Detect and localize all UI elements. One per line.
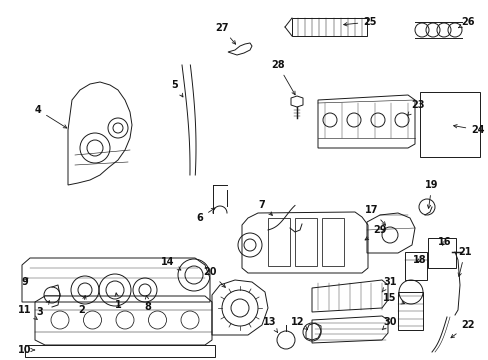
Text: 12: 12	[291, 317, 307, 330]
Text: 5: 5	[171, 80, 183, 97]
Text: 8: 8	[144, 296, 151, 312]
Text: 11: 11	[18, 305, 37, 319]
Bar	[267, 218, 289, 266]
Text: 19: 19	[425, 180, 438, 208]
Text: 20: 20	[203, 267, 225, 287]
Text: 24: 24	[453, 125, 484, 135]
Text: 4: 4	[35, 105, 67, 128]
Bar	[427, 238, 455, 268]
Text: 1: 1	[114, 293, 121, 310]
Text: 15: 15	[383, 293, 404, 304]
Text: 23: 23	[407, 100, 424, 115]
Bar	[404, 252, 426, 280]
Text: 9: 9	[21, 277, 28, 287]
Bar	[419, 92, 479, 157]
Bar	[321, 218, 343, 266]
Text: 3: 3	[37, 301, 49, 317]
Text: 14: 14	[161, 257, 181, 270]
Text: 25: 25	[343, 17, 376, 27]
Text: 6: 6	[196, 208, 214, 223]
Bar	[291, 18, 366, 36]
Text: 26: 26	[457, 17, 474, 28]
Text: 29: 29	[365, 225, 386, 240]
Text: 2: 2	[79, 296, 86, 315]
Text: 21: 21	[457, 247, 471, 276]
Bar	[25, 345, 215, 357]
Text: 30: 30	[382, 317, 396, 330]
Text: 22: 22	[450, 320, 474, 338]
Text: 13: 13	[263, 317, 277, 332]
Text: 27: 27	[215, 23, 235, 44]
Text: 10: 10	[18, 345, 35, 355]
Text: 16: 16	[437, 237, 451, 247]
Text: 18: 18	[412, 255, 426, 265]
Text: 17: 17	[365, 205, 385, 225]
Text: 31: 31	[381, 277, 396, 292]
Text: 28: 28	[271, 60, 295, 95]
Text: 7: 7	[258, 200, 272, 215]
Bar	[397, 292, 422, 330]
Bar	[294, 218, 316, 266]
